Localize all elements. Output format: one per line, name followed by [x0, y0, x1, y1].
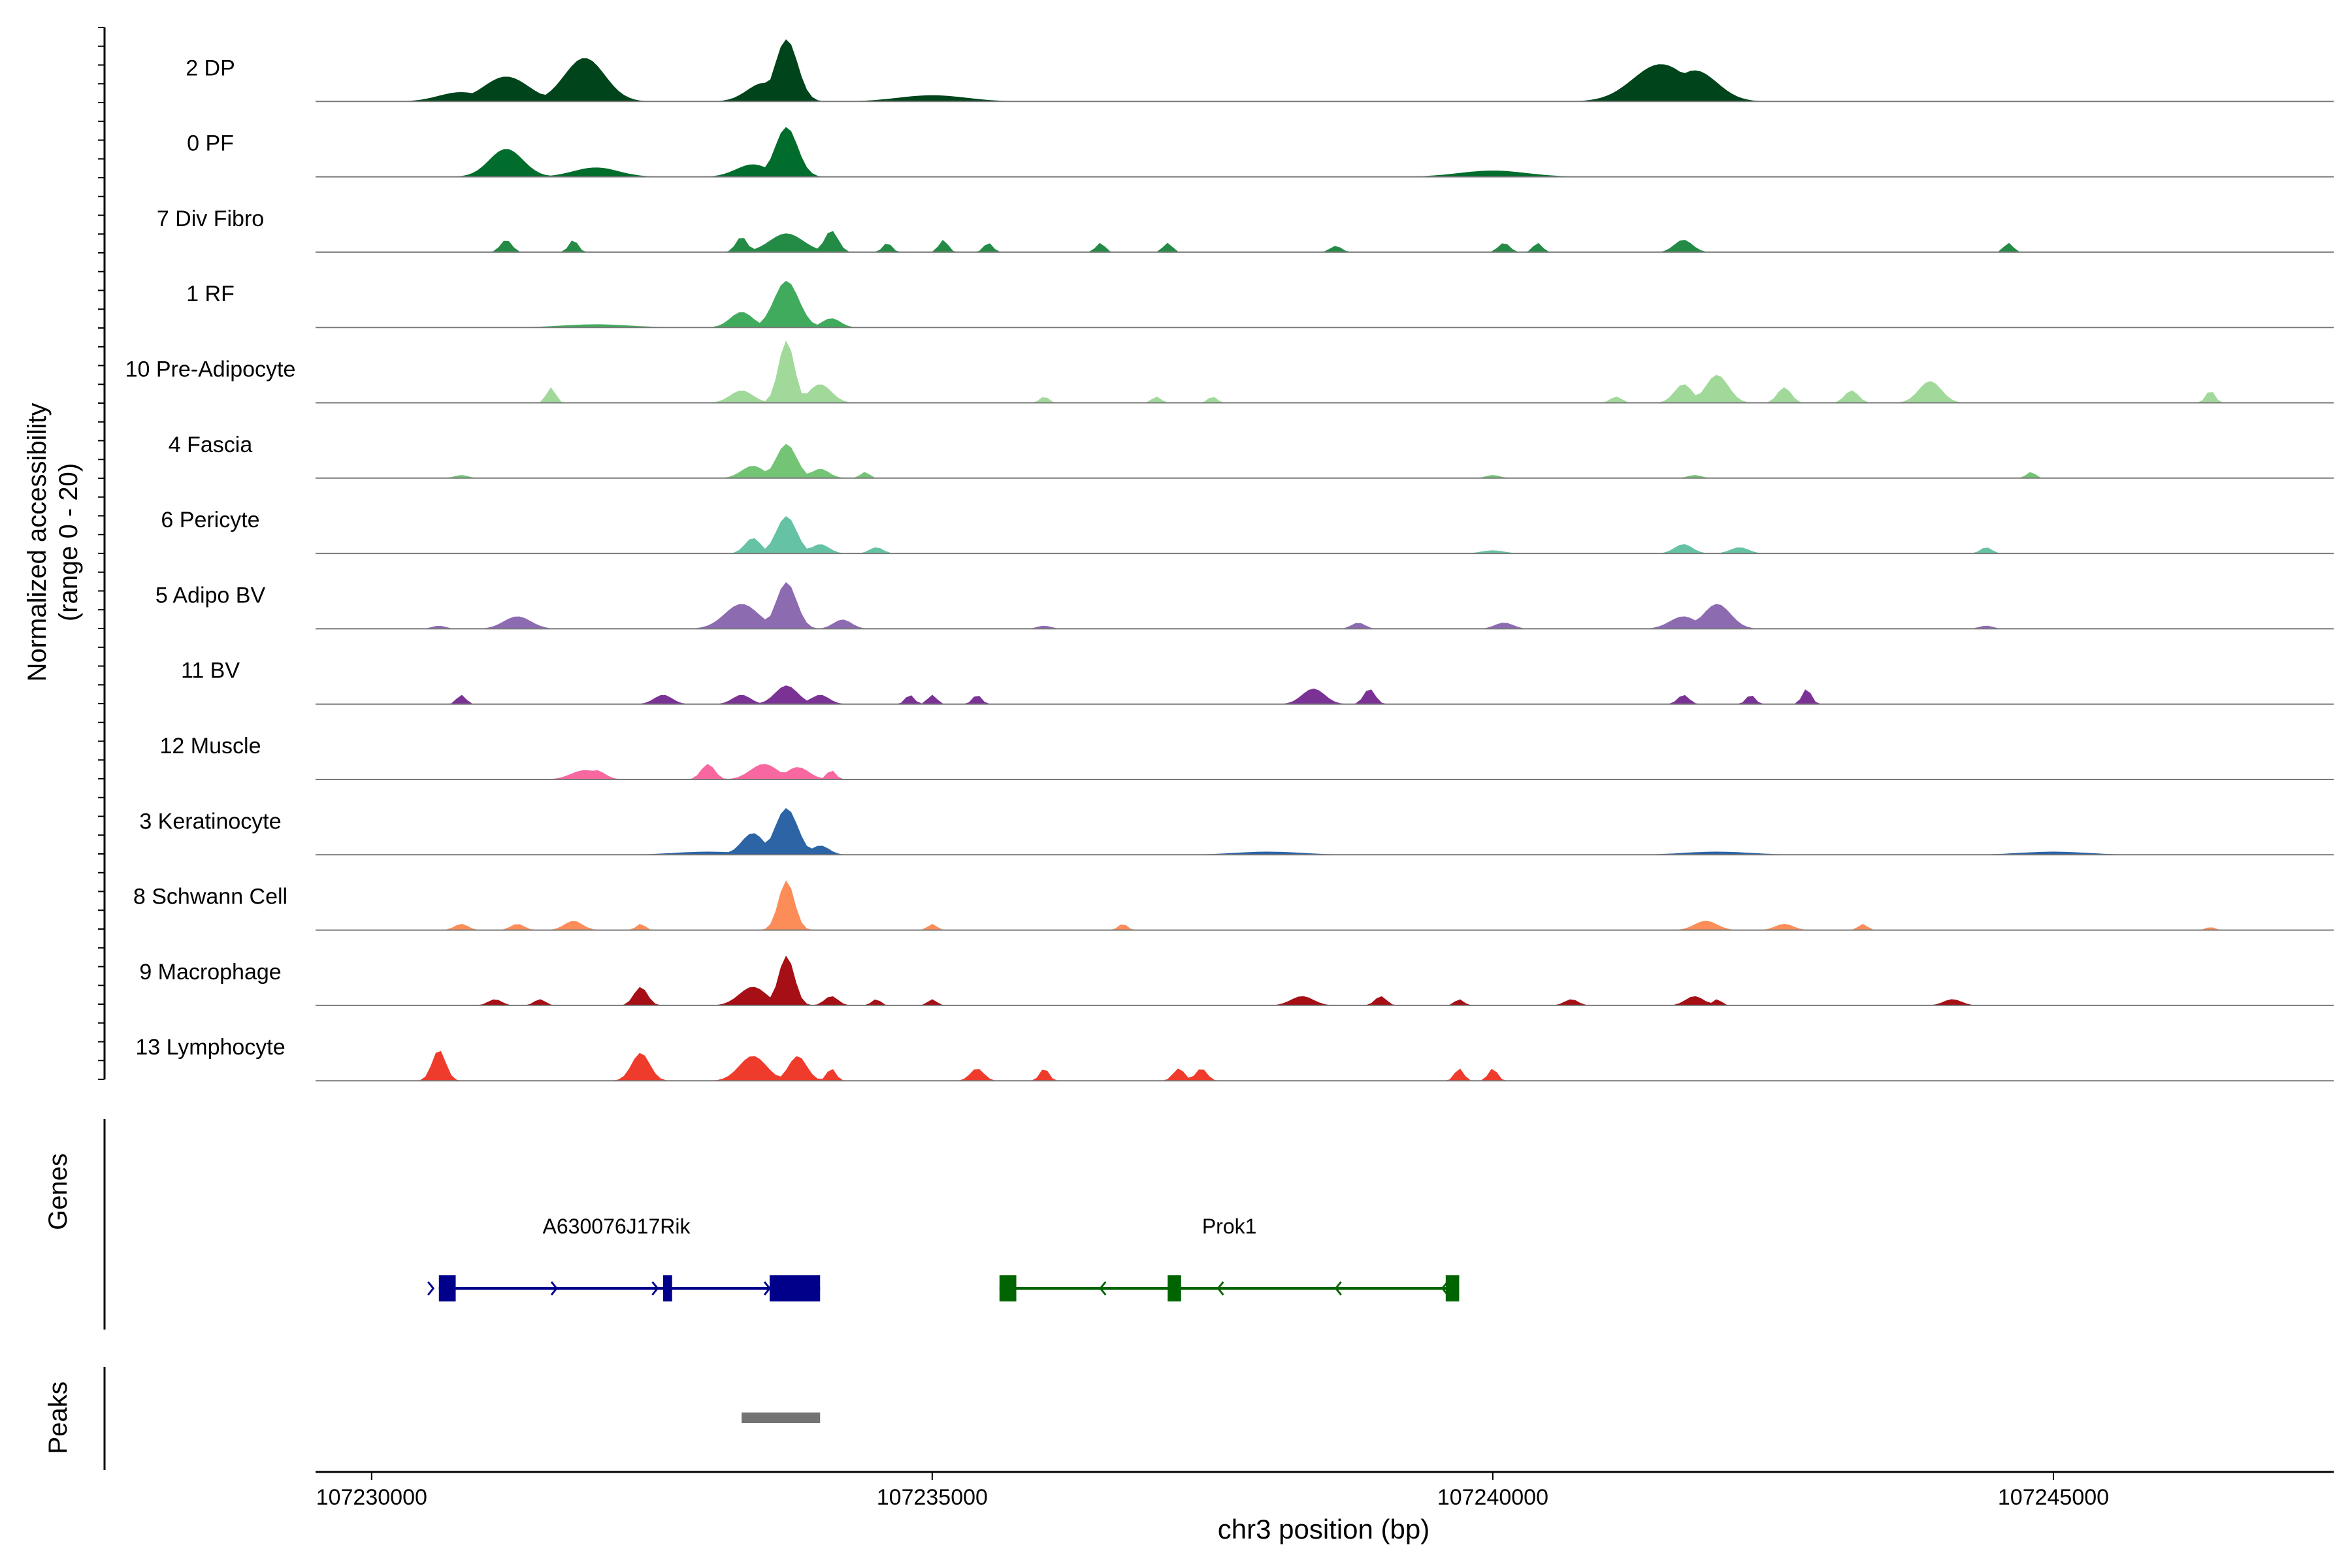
track-10: 12 Muscle — [160, 734, 2334, 780]
track-14: 13 Lymphocyte — [135, 1035, 2334, 1082]
track-7: 6 Pericyte — [161, 508, 2334, 555]
strand-arrow — [1334, 1281, 1342, 1296]
x-tick-label: 107230000 — [316, 1485, 427, 1510]
gene-exon — [1445, 1275, 1460, 1301]
strand-arrow — [763, 1281, 771, 1296]
x-axis-label: chr3 position (bp) — [1218, 1514, 1430, 1544]
track-label: 10 Pre-Adipocyte — [125, 357, 296, 382]
track-label: 3 Keratinocyte — [139, 809, 281, 834]
x-tick-label: 107245000 — [1998, 1485, 2109, 1510]
peak-region — [742, 1413, 821, 1423]
track-area — [316, 39, 2334, 102]
track-6: 4 Fascia — [169, 433, 2334, 479]
track-area — [316, 764, 2334, 779]
gene-exon — [438, 1275, 456, 1301]
track-area — [316, 280, 2334, 328]
gene-exon — [662, 1275, 672, 1301]
gene-exon — [999, 1275, 1017, 1301]
track-13: 9 Macrophage — [139, 955, 2334, 1006]
track-area — [316, 516, 2334, 554]
track-label: 0 PF — [187, 131, 234, 156]
gene-A630076J17Rik: A630076J17Rik — [427, 1215, 821, 1301]
track-area — [316, 444, 2334, 478]
track-12: 8 Schwann Cell — [133, 880, 2334, 931]
track-label: 8 Schwann Cell — [133, 885, 287, 909]
track-area — [316, 582, 2334, 629]
track-9: 11 BV — [181, 659, 2334, 705]
genes-track: Genes A630076J17Rik Prok1 — [44, 1119, 1460, 1330]
track-area — [316, 231, 2334, 252]
strand-arrow — [1441, 1281, 1448, 1296]
track-4: 1 RF — [186, 280, 2334, 329]
gene-Prok1: Prok1 — [999, 1215, 1460, 1301]
track-label: 1 RF — [186, 282, 235, 306]
track-1: 2 DP — [186, 39, 2334, 103]
track-label: 7 Div Fibro — [157, 206, 264, 231]
track-area — [316, 127, 2334, 177]
y-axis-label-line1: Normalized accessibility — [23, 403, 52, 682]
track-5: 10 Pre-Adipocyte — [125, 340, 2334, 404]
gene-exon — [770, 1275, 821, 1301]
track-area — [316, 685, 2334, 704]
genes-track-title: Genes — [44, 1153, 73, 1230]
strand-arrow — [1217, 1281, 1224, 1296]
coverage-y-axis — [98, 27, 106, 1080]
y-axis-label: Normalized accessibility (range 0 - 20) — [23, 403, 83, 682]
track-area — [316, 955, 2334, 1005]
track-area — [316, 808, 2334, 855]
track-label: 9 Macrophage — [139, 960, 281, 985]
track-label: 6 Pericyte — [161, 508, 259, 532]
track-area — [316, 1051, 2334, 1081]
track-3: 7 Div Fibro — [157, 206, 2334, 253]
track-label: 13 Lymphocyte — [135, 1035, 285, 1060]
peaks-track: Peaks — [44, 1367, 821, 1470]
coverage-tracks: 2 DP 0 PF 7 Div Fibro 1 RF 10 Pre-Adipocyte 4… — [125, 39, 2334, 1082]
peaks-track-title: Peaks — [44, 1381, 73, 1454]
x-axis: chr3 position (bp) 107230000 107235000 107… — [316, 1471, 2334, 1544]
track-label: 4 Fascia — [169, 433, 253, 457]
x-tick-label: 107240000 — [1437, 1485, 1548, 1510]
track-area — [316, 880, 2334, 930]
x-tick-label: 107235000 — [877, 1485, 988, 1510]
track-8: 5 Adipo BV — [155, 582, 2334, 630]
strand-arrow — [1099, 1281, 1107, 1296]
track-area — [316, 340, 2334, 403]
track-2: 0 PF — [187, 127, 2334, 178]
track-label: 11 BV — [181, 659, 240, 683]
gene-exon — [1168, 1275, 1181, 1301]
y-axis-label-line2: (range 0 - 20) — [54, 463, 83, 621]
strand-arrow — [427, 1281, 435, 1296]
track-label: 2 DP — [186, 56, 235, 80]
track-11: 3 Keratinocyte — [139, 808, 2334, 856]
track-label: 12 Muscle — [160, 734, 261, 759]
strand-arrow — [550, 1281, 558, 1296]
track-label: 5 Adipo BV — [155, 583, 266, 608]
gene-name: Prok1 — [1202, 1215, 1257, 1238]
strand-arrow — [651, 1281, 659, 1296]
gene-name: A630076J17Rik — [543, 1215, 691, 1238]
